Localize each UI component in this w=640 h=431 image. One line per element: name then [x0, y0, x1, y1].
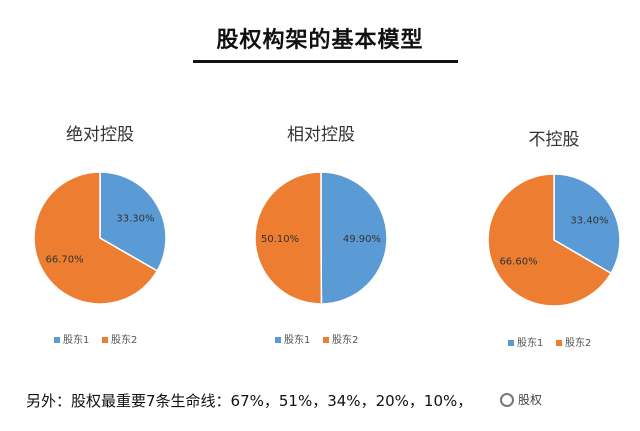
- legend-label: 股东1: [63, 333, 89, 346]
- page-title: 股权构架的基本模型: [216, 28, 424, 53]
- chart-title: 相对控股: [287, 125, 355, 145]
- chart-legend: 股东1 股东2: [54, 333, 137, 346]
- legend-swatch: [102, 337, 108, 343]
- pie-slice-股东2: [254, 171, 323, 305]
- data-label: 49.90%: [343, 234, 381, 245]
- legend-label: 股东1: [517, 336, 543, 349]
- chart-title: 不控股: [529, 130, 580, 150]
- legend-swatch: [275, 337, 281, 343]
- chart-title: 绝对控股: [66, 125, 134, 145]
- data-label: 33.40%: [570, 216, 608, 227]
- pie-slice-股东1: [99, 171, 167, 272]
- chart-legend: 股东1 股东2: [508, 336, 591, 349]
- legend-label: 股东2: [111, 333, 137, 346]
- legend-swatch: [556, 340, 562, 346]
- legend-label: 股东2: [565, 336, 591, 349]
- watermark-text: 股权: [518, 393, 543, 407]
- footer-note: 另外：股权最重要7条生命线：67%，51%，34%，20%，10%，: [26, 392, 473, 410]
- pie-chart-3: 不控股 33.40% 66.60% 股东1 股东2: [487, 130, 621, 349]
- pie-slice-股东1: [320, 171, 388, 305]
- data-label: 66.60%: [499, 256, 537, 267]
- pie-slice-股东2: [33, 171, 159, 305]
- chart-legend: 股东1 股东2: [275, 333, 358, 346]
- title-underline: [193, 60, 458, 63]
- legend-swatch: [323, 337, 329, 343]
- pie-slice-股东1: [553, 173, 621, 275]
- pie-slice-股东2: [487, 173, 613, 307]
- legend-label: 股东1: [284, 333, 310, 346]
- data-label: 66.70%: [46, 254, 84, 265]
- data-label: 50.10%: [261, 234, 299, 245]
- pie-chart-1: 绝对控股 33.30% 66.70% 股东1 股东2: [33, 125, 167, 346]
- legend-swatch: [54, 337, 60, 343]
- data-label: 33.30%: [116, 214, 154, 225]
- legend-label: 股东2: [332, 333, 358, 346]
- wechat-icon: [500, 392, 514, 407]
- pie-chart-2: 相对控股 49.90% 50.10% 股东1 股东2: [254, 125, 388, 346]
- watermark: 股权: [500, 391, 542, 408]
- legend-swatch: [508, 340, 514, 346]
